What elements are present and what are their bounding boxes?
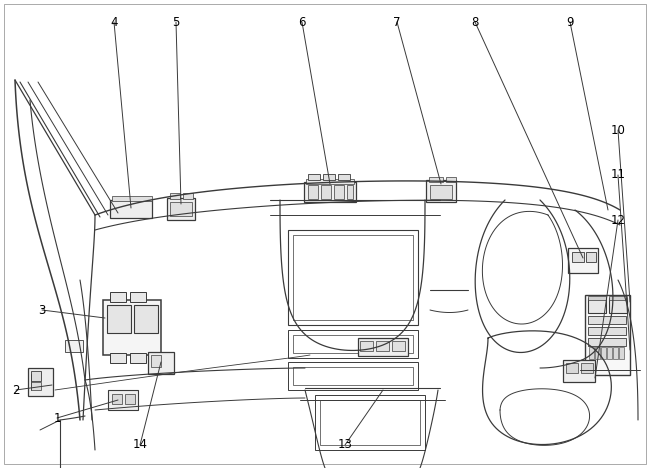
Bar [586, 252, 596, 262]
Bar [607, 347, 612, 359]
Bar [358, 338, 408, 356]
Text: 14: 14 [133, 439, 148, 452]
Bar [130, 292, 146, 302]
Bar [588, 298, 606, 313]
Bar [585, 295, 630, 375]
Bar [306, 179, 354, 184]
Bar [376, 341, 389, 351]
Bar [338, 174, 350, 180]
Bar [360, 341, 373, 351]
Bar [563, 360, 595, 382]
Bar [112, 196, 152, 201]
Bar [315, 395, 425, 450]
Bar [288, 330, 418, 358]
Bar [103, 300, 161, 355]
Bar [588, 316, 626, 324]
Bar [429, 177, 443, 182]
Bar [568, 248, 598, 273]
Bar [588, 327, 626, 335]
Text: 3: 3 [38, 304, 46, 316]
Bar [183, 193, 193, 199]
Bar [31, 371, 41, 381]
Bar [588, 338, 626, 346]
Text: 4: 4 [111, 15, 118, 29]
Bar [304, 182, 356, 202]
Text: 12: 12 [610, 213, 625, 227]
Text: 6: 6 [298, 15, 306, 29]
Bar [566, 363, 578, 373]
Bar [347, 185, 353, 199]
Bar [609, 298, 627, 313]
Bar [613, 347, 618, 359]
Bar [589, 347, 594, 359]
Bar [321, 185, 331, 199]
Bar [108, 390, 138, 410]
Bar [170, 202, 192, 216]
Bar [134, 305, 158, 333]
Bar [581, 363, 593, 373]
Bar [426, 180, 456, 202]
Bar [112, 394, 122, 404]
Bar [288, 230, 418, 325]
Text: 1: 1 [53, 411, 60, 424]
Text: 11: 11 [610, 168, 625, 182]
Bar [446, 177, 456, 182]
Bar [572, 252, 584, 262]
Bar [293, 367, 413, 385]
Bar [293, 235, 413, 320]
Bar [125, 394, 135, 404]
Bar [110, 353, 126, 363]
Bar [392, 341, 405, 351]
Bar [588, 296, 606, 300]
Bar [293, 335, 413, 353]
Bar [609, 296, 627, 300]
Bar [28, 368, 53, 396]
Bar [619, 347, 624, 359]
Text: 9: 9 [566, 15, 574, 29]
Bar [308, 185, 318, 199]
Bar [107, 305, 131, 333]
Text: 2: 2 [12, 383, 20, 396]
Bar [65, 340, 83, 352]
Bar [151, 355, 161, 367]
Text: 8: 8 [471, 15, 478, 29]
Text: 13: 13 [337, 439, 352, 452]
Bar [148, 352, 174, 374]
Bar [288, 362, 418, 390]
Bar [323, 174, 335, 180]
Bar [170, 193, 180, 199]
Bar [320, 400, 420, 445]
Bar [110, 200, 152, 218]
Bar [595, 347, 600, 359]
Bar [601, 347, 606, 359]
Text: 5: 5 [172, 15, 179, 29]
Bar [308, 174, 320, 180]
Text: 10: 10 [610, 124, 625, 137]
Text: 7: 7 [393, 15, 401, 29]
Bar [167, 198, 195, 220]
Bar [110, 292, 126, 302]
Bar [130, 353, 146, 363]
Bar [31, 382, 41, 390]
Bar [430, 185, 452, 199]
Bar [334, 185, 344, 199]
